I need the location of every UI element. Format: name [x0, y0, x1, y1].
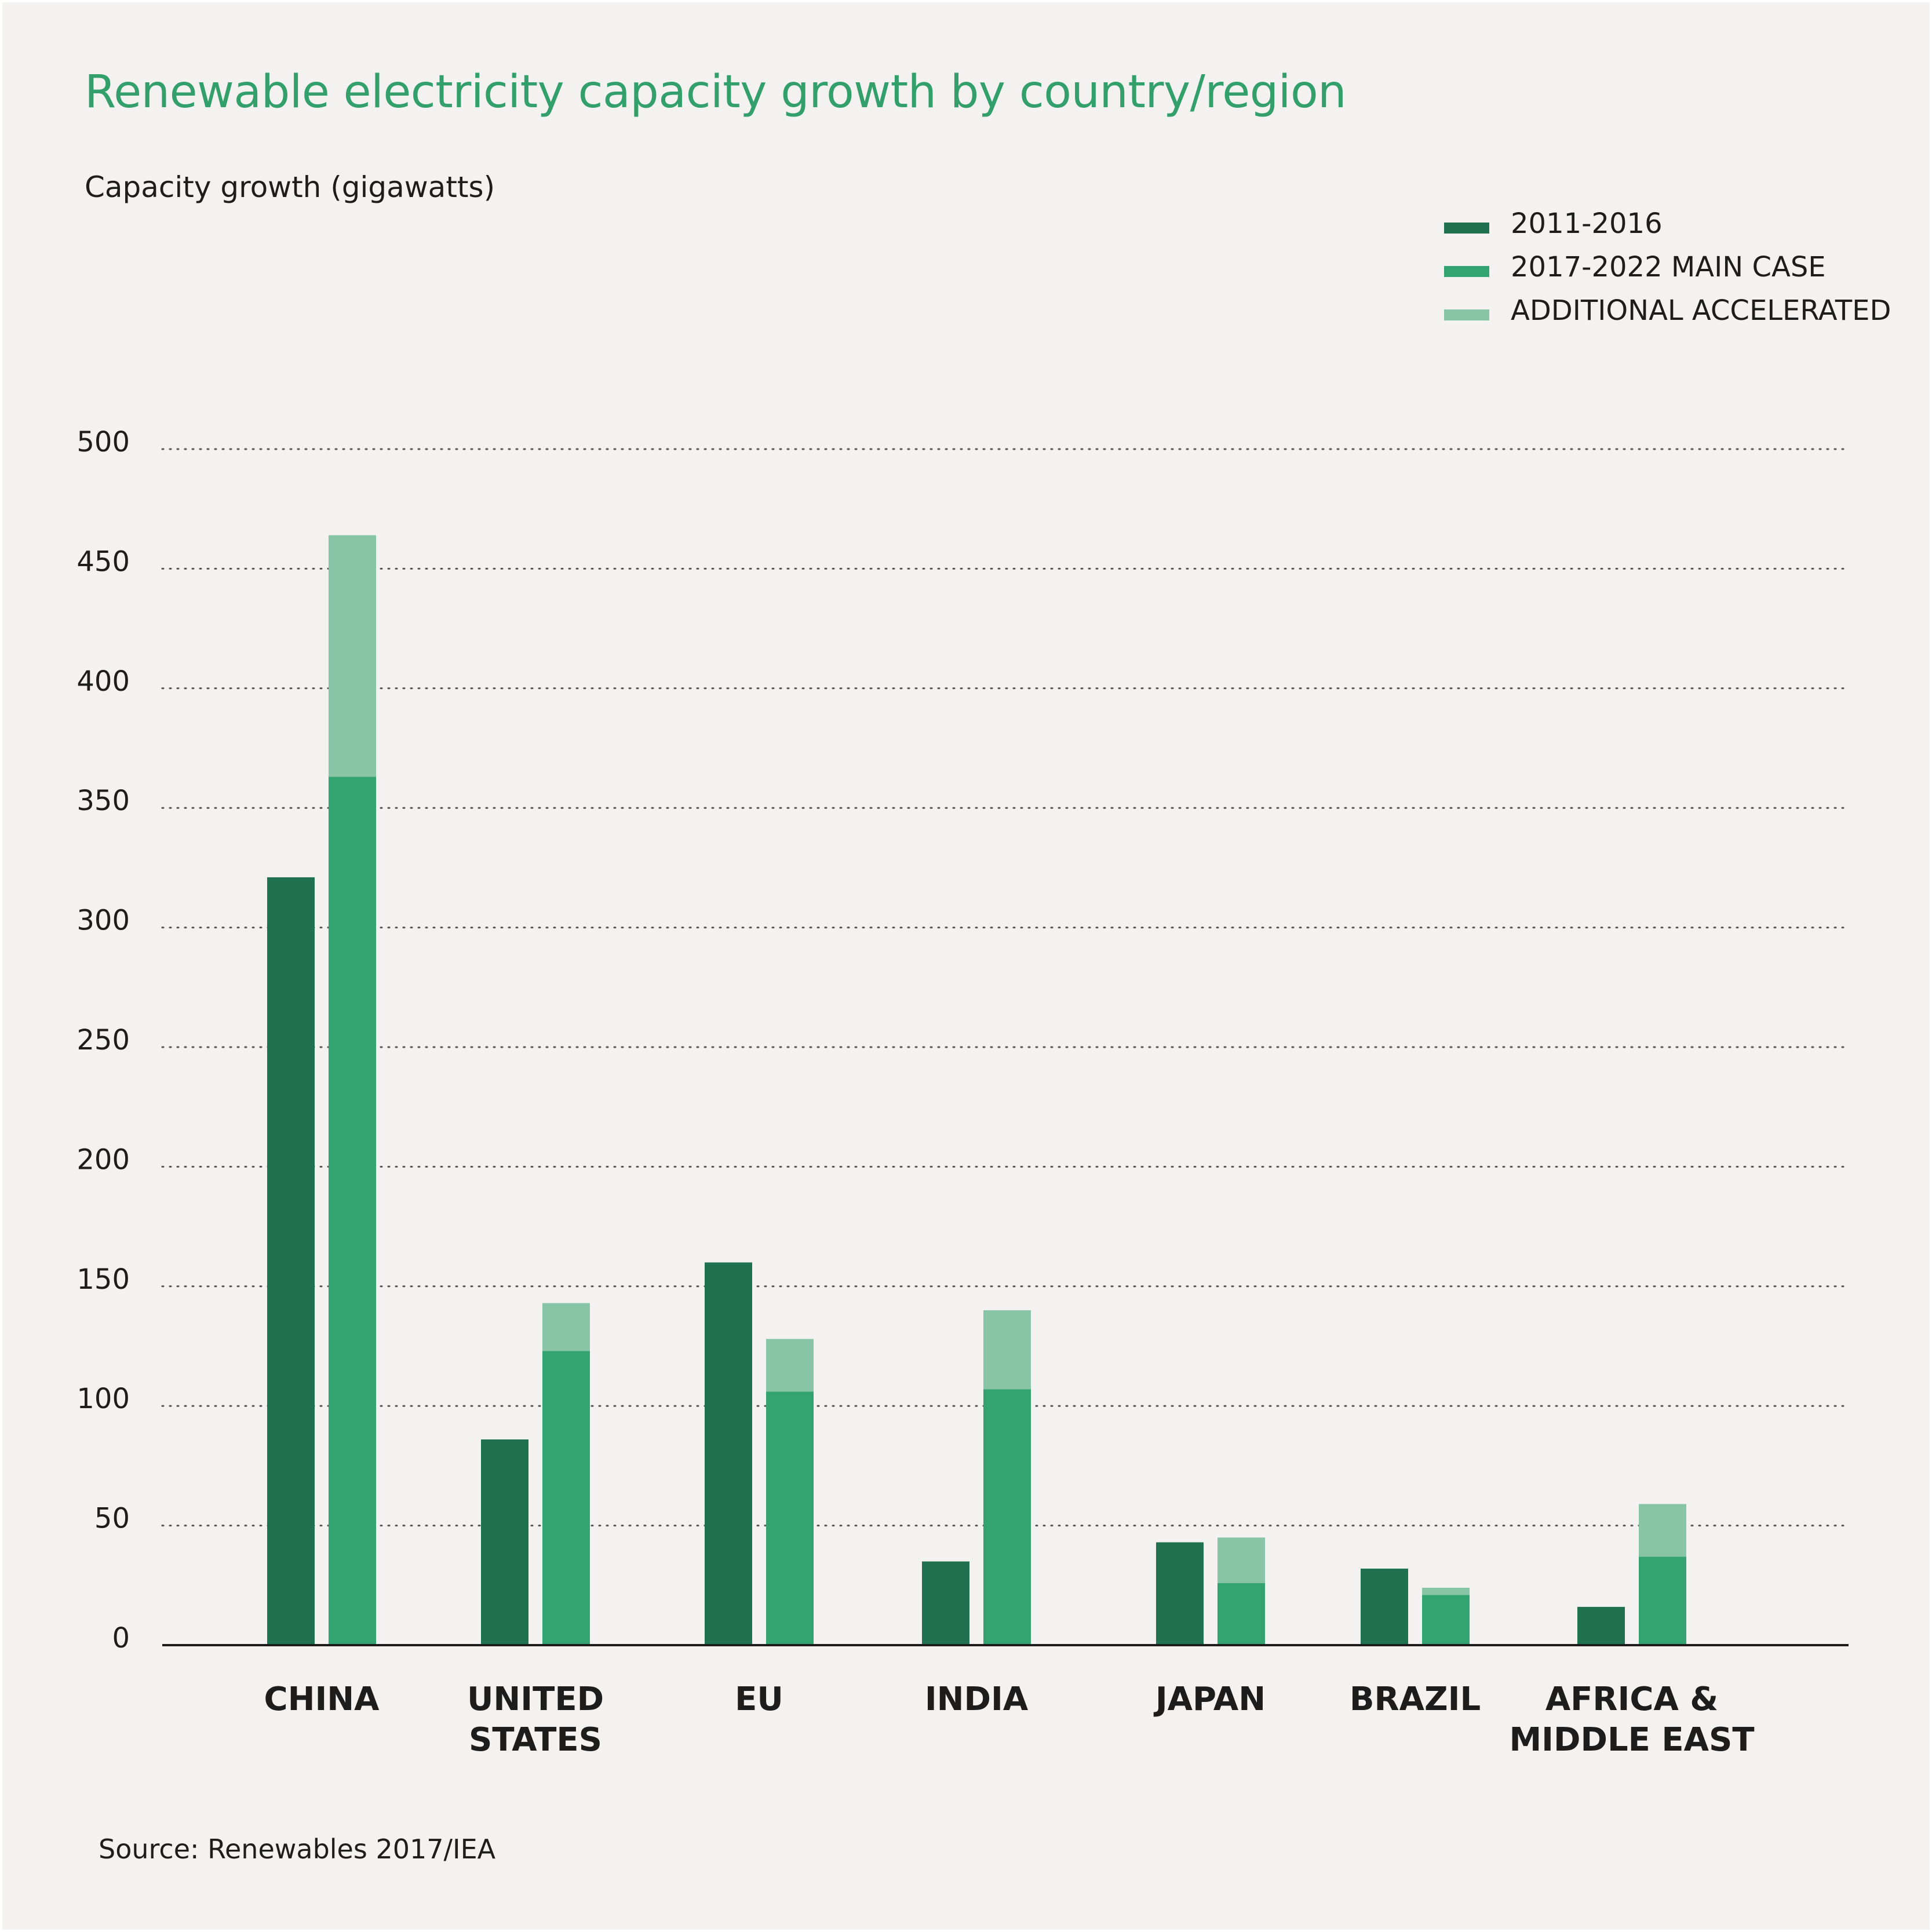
x-category-label-united-states: UNITED STATES — [467, 1681, 604, 1759]
x-category-label-line: JAPAN — [1153, 1681, 1266, 1718]
bar-2011-2016-eu — [705, 1262, 752, 1645]
x-category-label-line: STATES — [469, 1721, 602, 1759]
bar-additional-accelerated-africa-middle-east — [1639, 1504, 1686, 1557]
y-tick-label-500: 500 — [76, 426, 130, 458]
legend-label-additional-accelerated: ADDITIONAL ACCELERATED — [1511, 294, 1891, 327]
x-category-label-india: INDIA — [925, 1681, 1029, 1718]
y-tick-label-300: 300 — [76, 905, 130, 937]
bar-additional-accelerated-eu — [766, 1339, 814, 1392]
y-tick-label-50: 50 — [94, 1503, 130, 1535]
bar-2017-2022-japan — [1217, 1583, 1265, 1645]
bar-additional-accelerated-united-states — [542, 1303, 590, 1351]
bar-2017-2022-brazil — [1422, 1595, 1470, 1645]
y-axis-label: Capacity growth (gigawatts) — [85, 170, 495, 204]
source-note: Source: Renewables 2017/IEA — [99, 1833, 496, 1865]
legend-swatch-2017-2022 — [1444, 266, 1489, 277]
x-category-label-eu: EU — [735, 1681, 783, 1718]
bar-2011-2016-japan — [1156, 1542, 1204, 1645]
bar-2017-2022-china — [329, 777, 376, 1645]
y-tick-label-450: 450 — [76, 545, 130, 578]
y-tick-label-250: 250 — [76, 1024, 130, 1056]
bar-2011-2016-india — [922, 1561, 969, 1645]
x-category-label-line: BRAZIL — [1350, 1681, 1481, 1718]
x-category-label-line: AFRICA & — [1545, 1681, 1718, 1718]
y-tick-label-0: 0 — [112, 1622, 130, 1654]
x-category-label-africa-middle-east: AFRICA & MIDDLE EAST — [1509, 1681, 1754, 1759]
bar-additional-accelerated-china — [329, 535, 376, 777]
y-tick-label-350: 350 — [76, 785, 130, 817]
bar-additional-accelerated-brazil — [1422, 1587, 1470, 1595]
bar-additional-accelerated-japan — [1217, 1537, 1265, 1583]
legend-label-2017-2022: 2017-2022 MAIN CASE — [1511, 251, 1826, 283]
x-category-label-line: INDIA — [925, 1681, 1029, 1718]
x-category-label-line: CHINA — [264, 1681, 380, 1718]
legend-swatch-additional-accelerated — [1444, 309, 1489, 320]
bar-2017-2022-india — [983, 1389, 1031, 1645]
chart-title: Renewable electricity capacity growth by… — [85, 66, 1347, 118]
y-tick-label-150: 150 — [76, 1263, 130, 1296]
y-tick-label-200: 200 — [76, 1143, 130, 1176]
bar-2011-2016-china — [267, 877, 315, 1645]
x-category-label-japan: JAPAN — [1153, 1681, 1266, 1718]
bar-2017-2022-united-states — [542, 1351, 590, 1645]
x-category-label-line: EU — [735, 1681, 783, 1718]
y-tick-label-100: 100 — [76, 1383, 130, 1415]
bar-2011-2016-brazil — [1361, 1568, 1408, 1645]
x-category-label-china: CHINA — [264, 1681, 380, 1718]
bar-2017-2022-eu — [766, 1391, 814, 1645]
legend-label-2011-2016: 2011-2016 — [1511, 207, 1663, 240]
bar-additional-accelerated-india — [983, 1310, 1031, 1390]
y-tick-label-400: 400 — [76, 665, 130, 698]
x-category-label-brazil: BRAZIL — [1350, 1681, 1481, 1718]
bar-2011-2016-united-states — [481, 1439, 528, 1645]
legend-swatch-2011-2016 — [1444, 223, 1489, 234]
bar-2017-2022-africa-middle-east — [1639, 1556, 1686, 1645]
x-category-label-line: UNITED — [467, 1681, 604, 1718]
x-category-label-line: MIDDLE EAST — [1509, 1721, 1754, 1759]
bar-2011-2016-africa-middle-east — [1577, 1606, 1625, 1645]
